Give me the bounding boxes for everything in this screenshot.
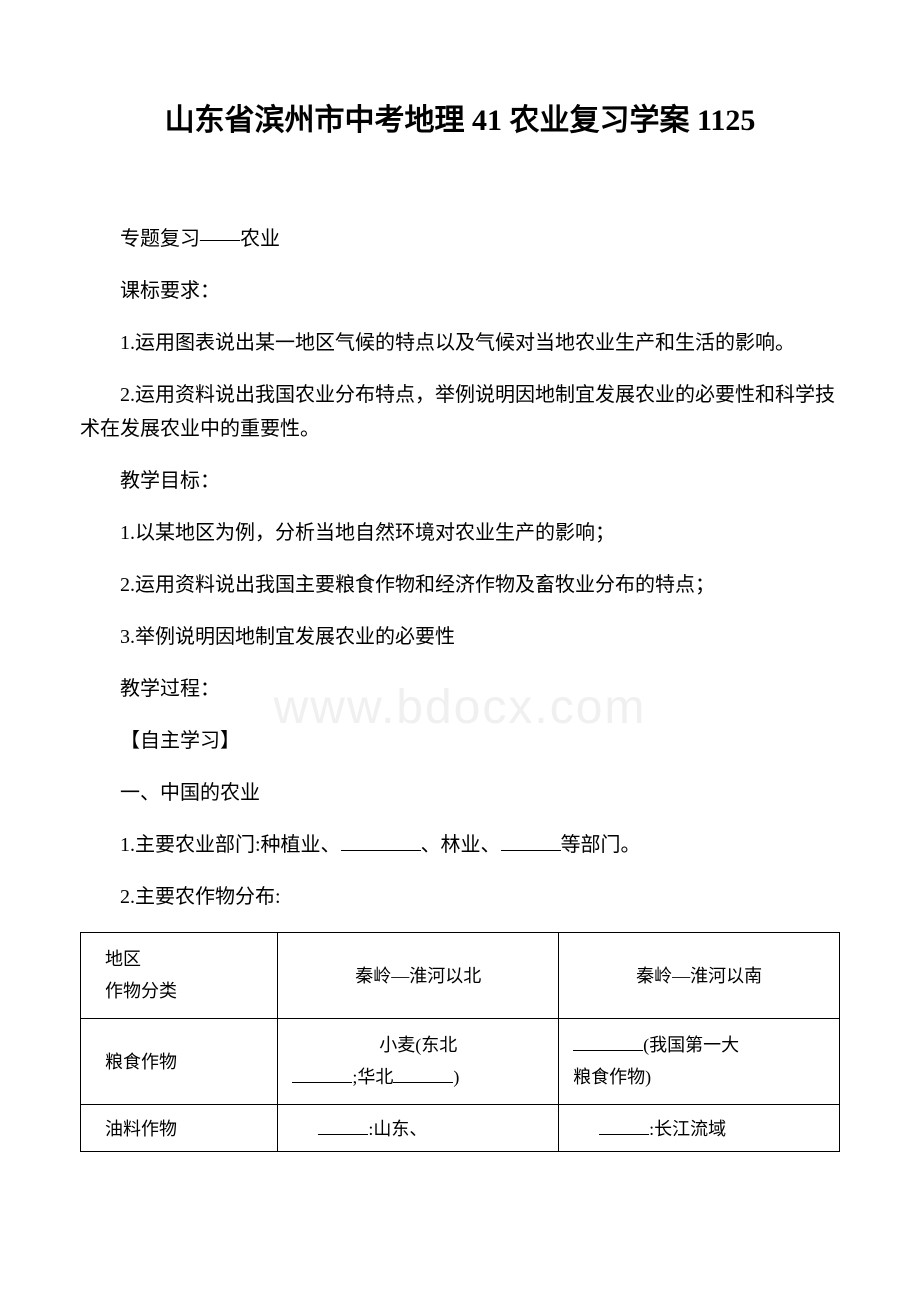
crops-table: 地区 作物分类 秦岭—淮河以北 秦岭—淮河以南 粮食作物 小麦(东北 ;华北) … bbox=[80, 932, 840, 1152]
table-row: 地区 作物分类 秦岭—淮河以北 秦岭—淮河以南 bbox=[81, 933, 840, 1019]
document-content: 山东省滨州市中考地理 41 农业复习学案 1125 专题复习——农业 课标要求：… bbox=[80, 100, 840, 1152]
grain-north-a: 小麦(东北 bbox=[379, 1035, 457, 1055]
cell-grain-north: 小麦(东北 ;华北) bbox=[278, 1018, 559, 1104]
section-standard-heading: 课标要求： bbox=[80, 274, 840, 308]
blank-south-crop bbox=[573, 1033, 643, 1051]
question-1: 1.主要农业部门:种植业、 、林业、 等部门。 bbox=[80, 828, 840, 862]
section-objective-heading: 教学目标： bbox=[80, 464, 840, 498]
objective-item-2: 2.运用资料说出我国主要粮食作物和经济作物及畜牧业分布的特点； bbox=[80, 568, 840, 602]
section-selfstudy-heading: 【自主学习】 bbox=[80, 724, 840, 758]
standard-item-1: 1.运用图表说出某一地区气候的特点以及气候对当地农业生产和生活的影响。 bbox=[80, 326, 840, 360]
header-cell-region-type: 地区 作物分类 bbox=[81, 933, 278, 1019]
document-title: 山东省滨州市中考地理 41 农业复习学案 1125 bbox=[80, 100, 840, 142]
q1-part-c: 等部门。 bbox=[561, 834, 641, 856]
objective-item-3: 3.举例说明因地制宜发展农业的必要性 bbox=[80, 620, 840, 654]
cell-grain-south: (我国第一大 粮食作物) bbox=[559, 1018, 840, 1104]
header-cell-south: 秦岭—淮河以南 bbox=[559, 933, 840, 1019]
oil-north-a: :山东、 bbox=[368, 1119, 427, 1139]
oil-south-a: :长江流域 bbox=[649, 1119, 726, 1139]
row-oil-label: 油料作物 bbox=[81, 1104, 278, 1151]
blank-1 bbox=[341, 831, 421, 851]
section-process-heading: 教学过程： bbox=[80, 672, 840, 706]
q1-part-b: 、林业、 bbox=[421, 834, 501, 856]
blank-northeast bbox=[292, 1065, 352, 1083]
header-cell-north: 秦岭—淮河以北 bbox=[278, 933, 559, 1019]
blank-north bbox=[393, 1065, 453, 1083]
grain-north-c: ) bbox=[453, 1067, 459, 1087]
table-row: 粮食作物 小麦(东北 ;华北) (我国第一大 粮食作物) bbox=[81, 1018, 840, 1104]
cell-oil-south: :长江流域 bbox=[559, 1104, 840, 1151]
grain-south-a: (我国第一大 bbox=[643, 1035, 739, 1055]
topic-line: 专题复习——农业 bbox=[80, 222, 840, 256]
header-region-label: 地区 bbox=[95, 943, 263, 975]
blank-oil-south bbox=[599, 1117, 649, 1135]
section-china-agri-heading: 一、中国的农业 bbox=[80, 776, 840, 810]
row-grain-label: 粮食作物 bbox=[81, 1018, 278, 1104]
table-row: 油料作物 :山东、 :长江流域 bbox=[81, 1104, 840, 1151]
blank-oil-north bbox=[318, 1117, 368, 1135]
blank-2 bbox=[501, 831, 561, 851]
objective-item-1: 1.以某地区为例，分析当地自然环境对农业生产的影响； bbox=[80, 516, 840, 550]
grain-south-b: 粮食作物) bbox=[573, 1067, 651, 1087]
q1-part-a: 1.主要农业部门:种植业、 bbox=[120, 834, 341, 856]
header-croptype-label: 作物分类 bbox=[95, 975, 263, 1007]
standard-item-2: 2.运用资料说出我国农业分布特点，举例说明因地制宜发展农业的必要性和科学技术在发… bbox=[80, 378, 840, 446]
cell-oil-north: :山东、 bbox=[278, 1104, 559, 1151]
question-2: 2.主要农作物分布: bbox=[80, 880, 840, 914]
grain-north-b: ;华北 bbox=[352, 1067, 393, 1087]
